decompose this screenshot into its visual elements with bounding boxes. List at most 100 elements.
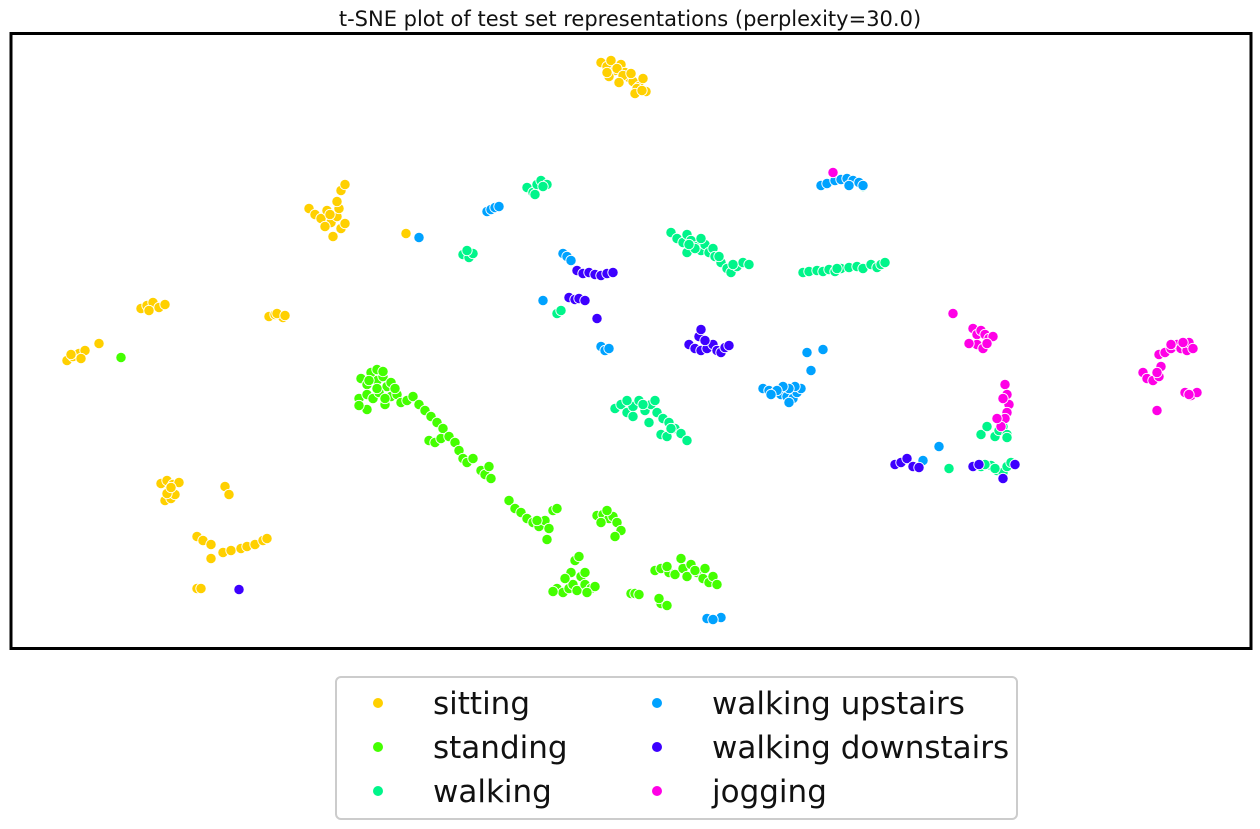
data-point — [636, 84, 648, 97]
data-point — [621, 394, 633, 407]
legend-item-walking-downstairs: walking downstairs — [652, 730, 1009, 766]
data-point — [93, 337, 105, 350]
data-point — [205, 552, 217, 565]
data-point — [933, 440, 945, 453]
data-point — [363, 374, 375, 387]
data-point — [543, 522, 555, 535]
legend-item-walking-upstairs: walking upstairs — [652, 686, 965, 722]
data-point — [339, 178, 351, 191]
data-point — [1165, 338, 1177, 351]
data-point — [65, 348, 77, 361]
legend-box — [335, 676, 1018, 820]
legend-label: standing — [433, 730, 568, 766]
series-standing — [115, 351, 723, 612]
data-point — [573, 550, 585, 563]
data-point — [817, 343, 829, 356]
data-point — [943, 462, 955, 475]
data-point — [989, 462, 1001, 475]
data-point — [653, 592, 665, 605]
legend-item-sitting: sitting — [373, 686, 530, 722]
data-point — [547, 585, 559, 598]
data-point — [173, 476, 185, 489]
data-point — [225, 544, 237, 557]
data-point — [625, 67, 637, 80]
legend-item-standing: standing — [373, 730, 568, 766]
legend-marker — [373, 698, 383, 708]
legend-marker — [373, 742, 383, 752]
data-point — [493, 200, 505, 213]
data-point — [609, 530, 621, 543]
data-point — [195, 582, 207, 595]
data-point — [689, 564, 701, 577]
data-point — [801, 346, 813, 359]
data-point — [713, 250, 725, 263]
data-point — [637, 72, 649, 85]
legend: sitting standing walking walking upstairs wa… — [335, 676, 1018, 820]
data-point — [541, 533, 553, 546]
data-point — [591, 312, 603, 325]
data-point — [695, 232, 707, 245]
data-point — [1187, 342, 1199, 355]
data-point — [991, 412, 1003, 425]
series-jogging — [827, 166, 1203, 433]
data-point — [371, 382, 383, 395]
data-point — [555, 304, 567, 317]
data-point — [999, 378, 1011, 391]
data-point — [997, 392, 1009, 405]
legend-item-walking: walking — [373, 774, 552, 810]
data-point — [843, 179, 855, 192]
data-point — [165, 481, 177, 494]
data-point — [607, 266, 619, 279]
data-point — [581, 586, 593, 599]
data-point — [901, 452, 913, 465]
data-point — [827, 166, 839, 179]
data-point — [681, 434, 693, 447]
data-point — [1009, 458, 1021, 471]
data-point — [981, 337, 993, 350]
data-point — [531, 514, 543, 527]
data-point — [997, 472, 1009, 485]
data-point — [233, 583, 245, 596]
data-point — [1151, 404, 1163, 417]
data-point — [681, 570, 693, 583]
data-point — [727, 258, 739, 271]
data-point — [261, 532, 273, 545]
data-point — [765, 388, 777, 401]
data-point — [1001, 431, 1013, 444]
legend-marker — [652, 742, 662, 752]
data-point — [603, 342, 615, 355]
data-point — [723, 339, 735, 352]
data-point — [661, 560, 673, 573]
legend-item-jogging: jogging — [652, 774, 827, 810]
data-point — [595, 516, 607, 529]
data-point — [551, 502, 563, 515]
data-point — [831, 262, 843, 275]
legend-label: walking downstairs — [712, 730, 1009, 766]
data-point — [503, 494, 515, 507]
data-point — [981, 420, 993, 433]
data-point — [537, 180, 549, 193]
data-point — [605, 54, 617, 67]
series-sitting — [61, 54, 652, 595]
data-point — [485, 472, 497, 485]
data-point — [665, 422, 677, 435]
data-point — [143, 304, 155, 317]
plot-area-frame — [9, 32, 1253, 650]
legend-marker — [652, 786, 662, 796]
legend-marker — [652, 698, 662, 708]
data-point — [699, 562, 711, 575]
data-point — [613, 76, 625, 89]
data-point — [565, 254, 577, 267]
data-point — [559, 572, 571, 585]
data-point — [879, 256, 891, 269]
data-point — [711, 578, 723, 591]
points-layer — [61, 54, 1203, 626]
data-point — [205, 538, 217, 551]
data-point — [75, 352, 87, 365]
data-point — [324, 208, 336, 221]
legend-label: sitting — [433, 686, 530, 722]
data-point — [115, 351, 127, 364]
data-point — [159, 298, 171, 311]
data-point — [223, 488, 235, 501]
